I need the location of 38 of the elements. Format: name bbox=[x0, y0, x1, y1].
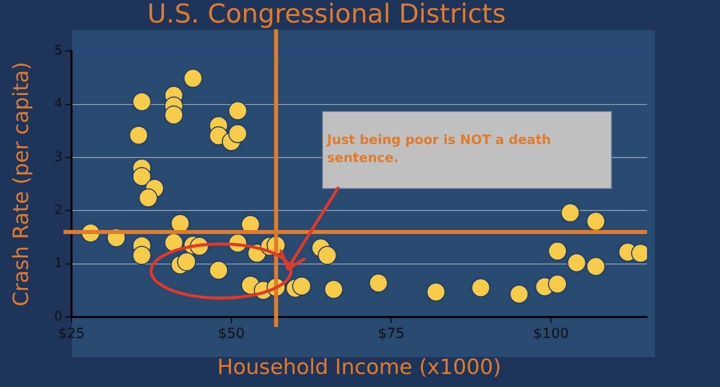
point bbox=[132, 92, 152, 112]
y-tick-label: 0 bbox=[54, 309, 62, 324]
point bbox=[510, 284, 529, 304]
point bbox=[560, 203, 580, 222]
y-tick-label: 2 bbox=[54, 203, 62, 218]
point bbox=[228, 101, 248, 120]
point bbox=[586, 257, 606, 276]
x-tick-label: $50 bbox=[218, 326, 245, 342]
point bbox=[164, 105, 184, 124]
chart-title: U.S. Congressional Districts bbox=[147, 0, 506, 30]
point bbox=[132, 246, 152, 265]
y-axis-title: Crash Rate (per capita) bbox=[9, 62, 34, 306]
point bbox=[324, 280, 344, 299]
y-tick-label: 4 bbox=[54, 96, 62, 112]
point bbox=[209, 260, 228, 280]
x-tick-label: $75 bbox=[378, 326, 405, 342]
point bbox=[132, 167, 152, 186]
y-tick-label: 5 bbox=[54, 44, 62, 59]
point bbox=[228, 124, 248, 144]
point bbox=[368, 273, 388, 292]
x-axis-title: Household Income (x1000) bbox=[217, 354, 502, 379]
point bbox=[567, 253, 586, 272]
point bbox=[426, 282, 446, 302]
point bbox=[548, 274, 567, 294]
point bbox=[183, 68, 202, 88]
point bbox=[292, 276, 312, 296]
point bbox=[318, 246, 337, 265]
x-tick-label: $100 bbox=[533, 326, 569, 342]
y-tick-label: 3 bbox=[54, 150, 62, 165]
point bbox=[548, 242, 567, 261]
point bbox=[471, 278, 490, 298]
point bbox=[138, 188, 158, 208]
point bbox=[177, 252, 196, 272]
point bbox=[586, 212, 606, 231]
point bbox=[129, 126, 148, 145]
x-tick-label: $25 bbox=[58, 326, 85, 342]
y-tick-label: 1 bbox=[54, 256, 62, 272]
callout-box: Just being poor is NOT a death sentence. bbox=[322, 111, 612, 189]
